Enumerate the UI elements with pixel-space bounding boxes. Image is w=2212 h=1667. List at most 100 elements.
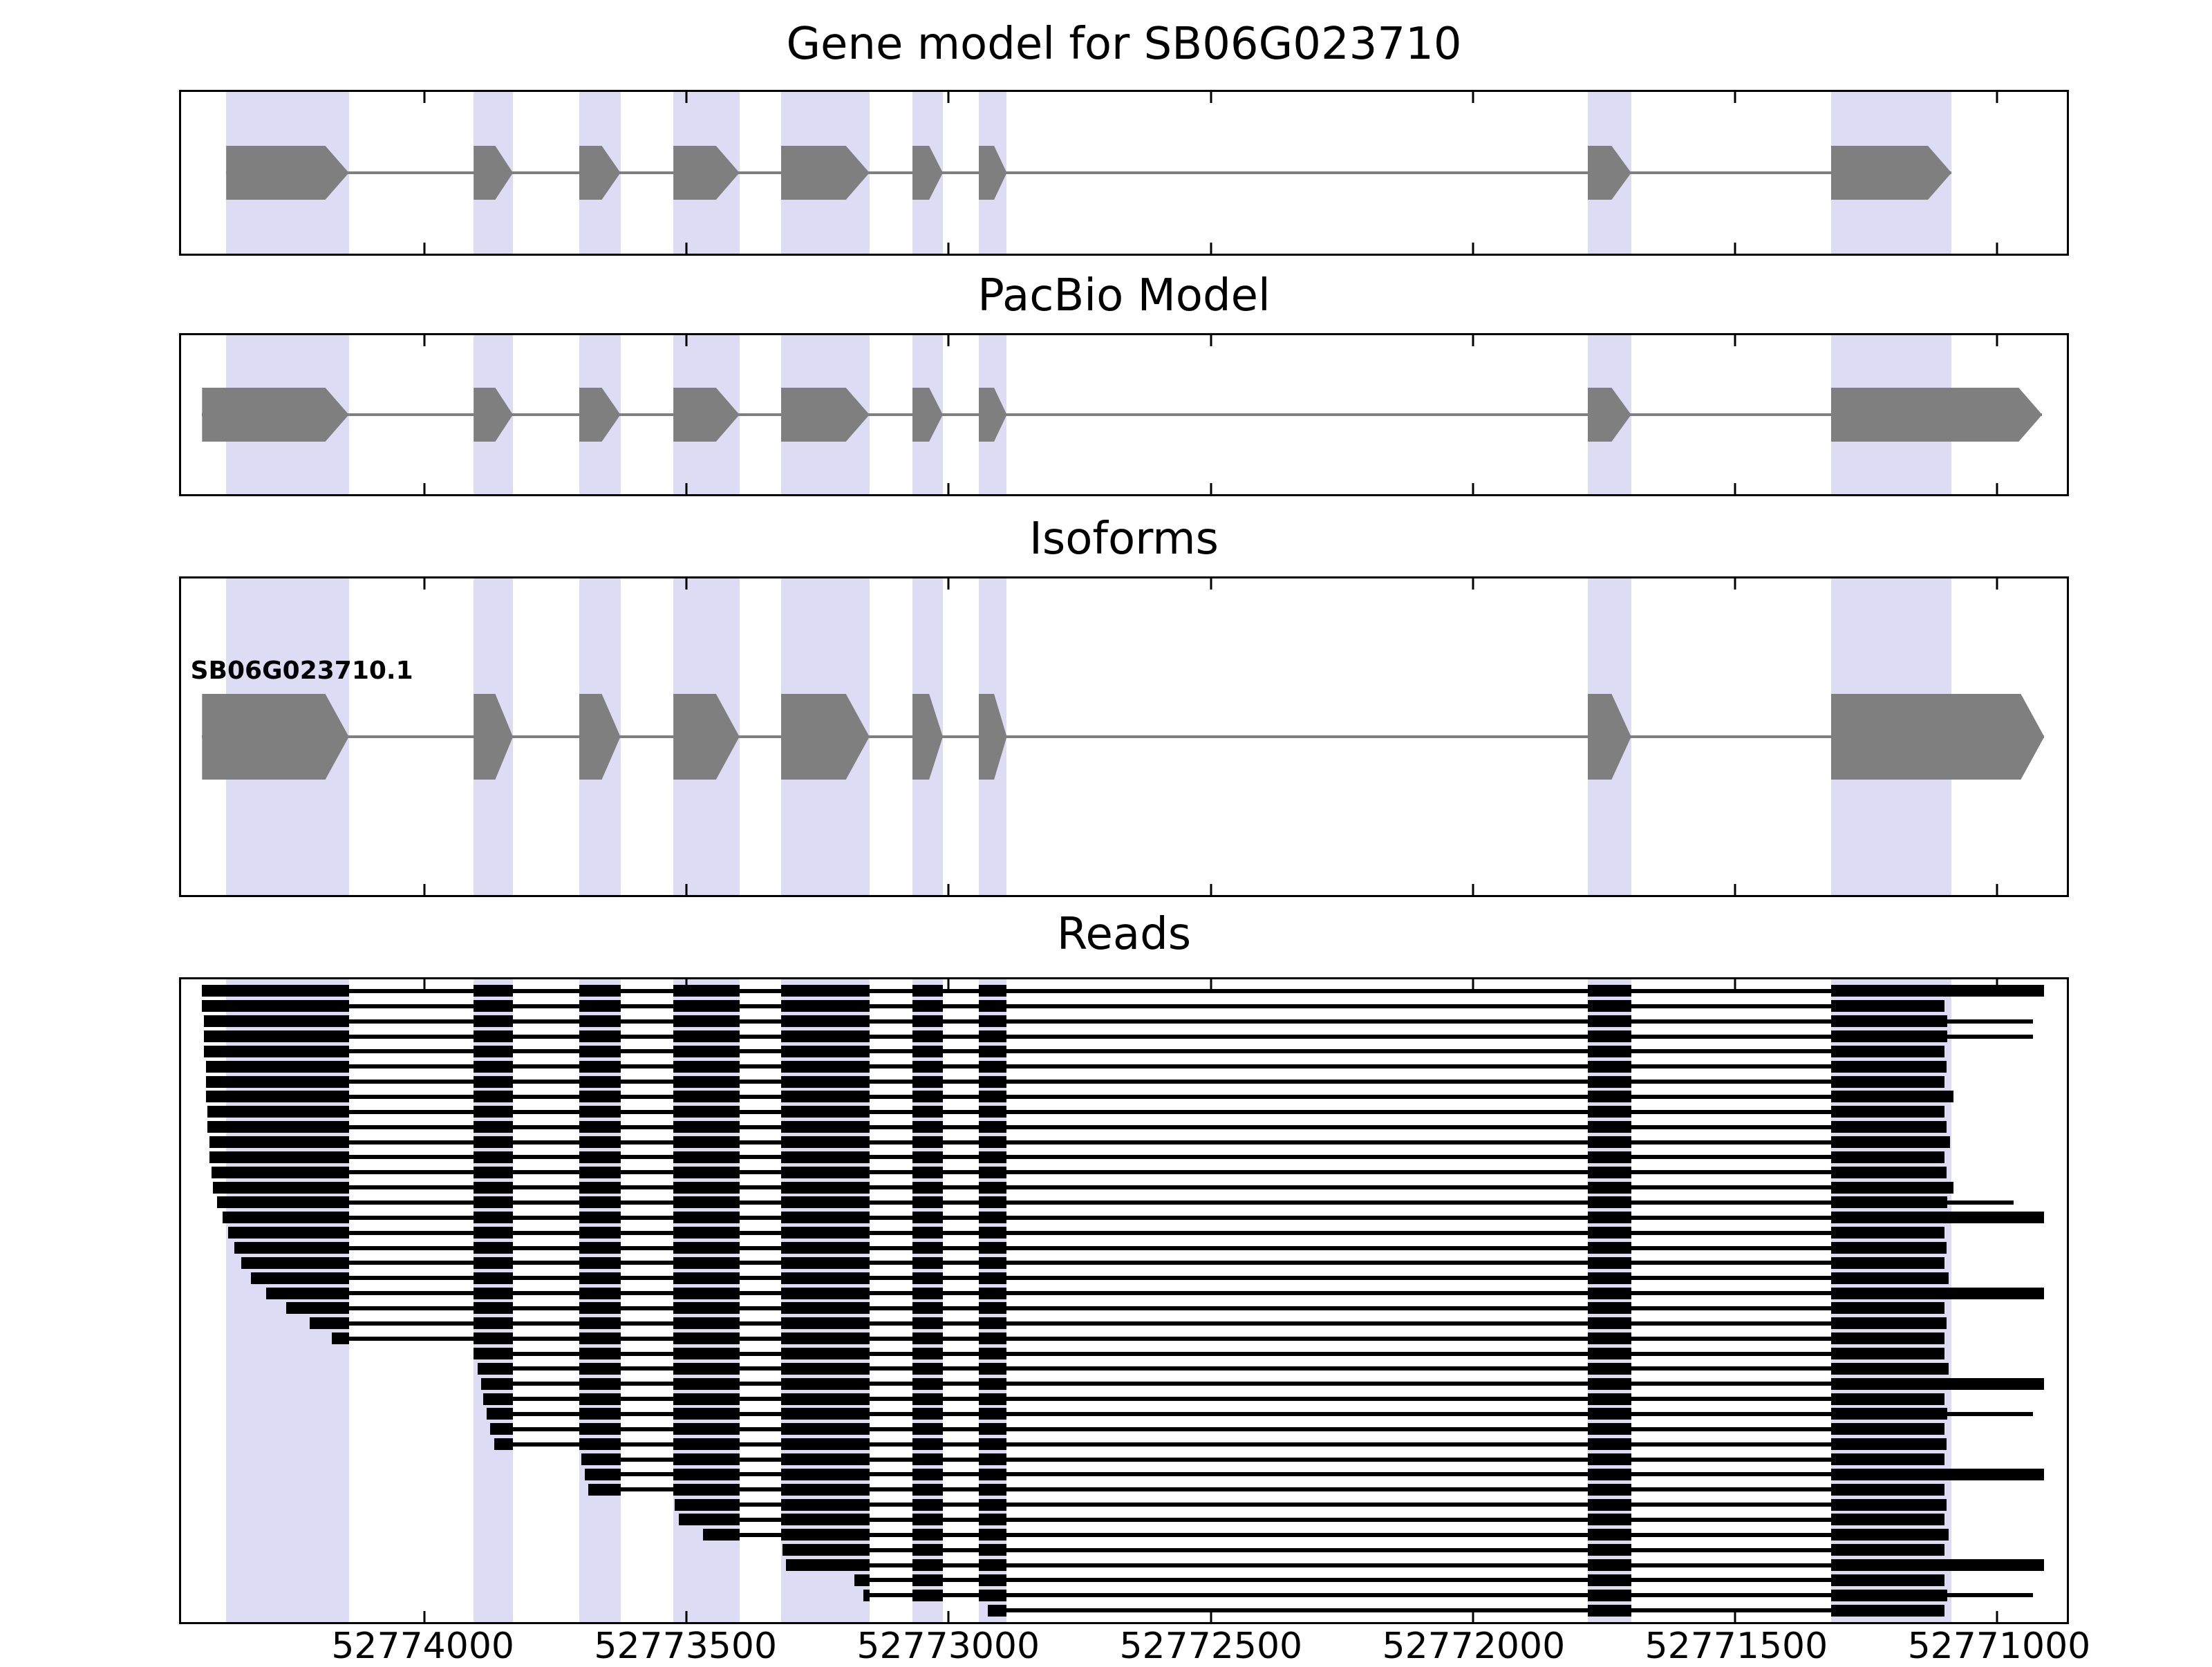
read-line — [477, 1366, 1949, 1371]
axis-tick — [1472, 1611, 1474, 1622]
read-line — [205, 1064, 1947, 1069]
read-exon-block — [1830, 1348, 1944, 1359]
read-exon-block — [978, 1544, 1007, 1556]
exon-block — [202, 388, 349, 442]
read-exon-block — [579, 1408, 621, 1420]
axis-tick — [1996, 92, 1998, 103]
read-exon-block — [912, 1559, 943, 1571]
read-exon-block — [780, 1227, 870, 1239]
read-exon-block — [978, 1529, 1007, 1541]
read-exon-block — [203, 1030, 349, 1042]
read-exon-block — [912, 1483, 943, 1496]
read-exon-block — [978, 1302, 1007, 1315]
read-exon-block — [912, 1151, 943, 1163]
read-exon-block — [912, 1498, 943, 1511]
axis-tick — [1210, 884, 1212, 895]
axis-tick — [1472, 578, 1474, 590]
panel-title-isoforms: Isoforms — [1029, 514, 1219, 565]
x-tick-label: 52771000 — [1907, 1626, 2091, 1667]
read-exon-block — [474, 1348, 514, 1359]
read-exon-block — [912, 1136, 943, 1148]
read-line — [250, 1276, 1949, 1281]
read-exon-block — [978, 1212, 1007, 1224]
read-exon-block — [780, 1498, 870, 1511]
read-exon-block — [1587, 985, 1631, 997]
read-exon-block — [978, 1393, 1007, 1405]
read-exon-block — [1830, 1468, 2045, 1480]
read-exon-block — [474, 1181, 514, 1194]
read-exon-block — [912, 1287, 943, 1299]
read-exon-block — [912, 1272, 943, 1284]
read-exon-block — [1830, 1453, 1944, 1465]
read-exon-block — [912, 1045, 943, 1057]
read-line — [211, 1170, 1947, 1175]
read-exon-block — [912, 1227, 943, 1239]
read-exon-block — [1830, 1060, 1947, 1073]
read-exon-block — [912, 1544, 943, 1556]
exon-block — [202, 694, 349, 780]
read-exon-block — [1587, 1377, 1631, 1390]
read-exon-block — [1830, 1302, 1944, 1315]
read-exon-block — [1587, 1212, 1631, 1224]
read-exon-block — [978, 1196, 1007, 1209]
read-exon-block — [780, 1272, 870, 1284]
read-exon-block — [1830, 1498, 1947, 1511]
read-exon-block — [579, 1287, 621, 1299]
x-tick-label: 52771500 — [1644, 1626, 1828, 1667]
read-exon-block — [673, 1227, 740, 1239]
axis-tick — [1210, 483, 1212, 494]
read-exon-block — [673, 1453, 740, 1465]
read-exon-block — [912, 1212, 943, 1224]
read-exon-block — [780, 1438, 870, 1451]
read-exon-block — [205, 1091, 349, 1103]
read-exon-block — [912, 1075, 943, 1088]
read-exon-block — [1587, 1589, 1631, 1601]
read-exon-block — [978, 1408, 1007, 1420]
read-line — [588, 1487, 1944, 1492]
axis-tick — [1996, 243, 1998, 254]
read-exon-block — [912, 1256, 943, 1269]
read-line — [482, 1397, 1944, 1402]
read-exon-block — [579, 1212, 621, 1224]
axis-tick — [423, 335, 426, 346]
read-exon-block — [780, 1529, 870, 1541]
read-exon-block — [673, 1423, 740, 1435]
read-exon-block — [1587, 1287, 1631, 1299]
read-line — [209, 1155, 1944, 1160]
read-exon-block — [1587, 1196, 1631, 1209]
read-exon-block — [673, 1377, 740, 1390]
read-exon-block — [1587, 1091, 1631, 1103]
read-exon-block — [673, 1242, 740, 1254]
axis-tick — [1734, 92, 1736, 103]
read-exon-block — [579, 1181, 621, 1194]
axis-tick — [1996, 979, 1998, 990]
read-exon-block — [673, 1000, 740, 1013]
read-exon-block — [207, 1121, 349, 1133]
axis-tick — [1734, 884, 1736, 895]
read-exon-block — [863, 1589, 870, 1601]
read-exon-block — [474, 1212, 514, 1224]
read-exon-block — [780, 1332, 870, 1345]
read-exon-block — [780, 1166, 870, 1178]
read-exon-block — [673, 1468, 740, 1480]
exon-block — [1830, 388, 2043, 442]
read-exon-block — [579, 1060, 621, 1073]
axis-tick — [947, 243, 950, 254]
read-exon-block — [1830, 1544, 1944, 1556]
read-exon-block — [780, 1483, 870, 1496]
read-exon-block — [1587, 1408, 1631, 1420]
read-exon-block — [1587, 1030, 1631, 1042]
axis-tick — [1210, 1611, 1212, 1622]
read-exon-block — [1587, 1393, 1631, 1405]
read-exon-block — [207, 1106, 349, 1118]
read-exon-block — [1587, 1529, 1631, 1541]
read-exon-block — [780, 1423, 870, 1435]
axis-tick — [1734, 578, 1736, 590]
axis-tick — [1210, 578, 1212, 590]
read-exon-block — [912, 1242, 943, 1254]
read-line — [786, 1563, 2045, 1567]
read-exon-block — [1587, 1453, 1631, 1465]
read-line — [234, 1245, 1947, 1250]
axis-tick — [1210, 92, 1212, 103]
read-exon-block — [1830, 985, 2045, 997]
